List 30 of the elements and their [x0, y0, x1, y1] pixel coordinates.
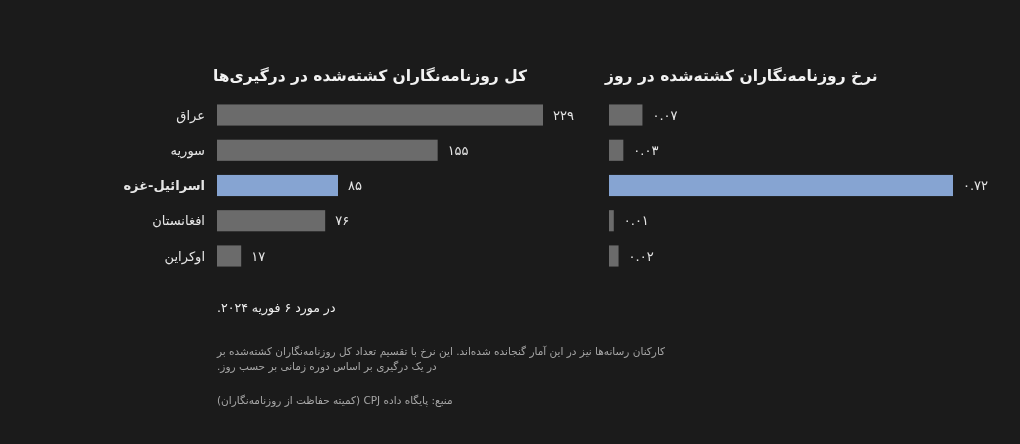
text: در مورد ۶ فوریه ۲۰۲۴. [217, 300, 336, 316]
text: کارکنان رسانه‌ها نیز در این آمار گنجانده شده‌اند. این نرخ با تقسیم تعداد کل روزنامه‌نگاران کشته‌شده بر در یک درگیری بر اساس دوره زمانی بر حسب روز. [216, 345, 666, 373]
data-label: ۷۶ [335, 213, 350, 229]
bar [217, 245, 242, 267]
bar [217, 139, 438, 161]
text: منبع: پایگاه داده CPJ (کمیته حفاظت از روزنامه‌نگاران) [217, 394, 453, 407]
bar [609, 210, 614, 232]
bar [217, 210, 326, 232]
data-label: ۰.۰۳ [633, 142, 659, 158]
y-tick-label: اوکراین [164, 248, 205, 265]
data-label: ۰.۰۷ [652, 107, 678, 123]
chart-title: کل روزنامه‌نگاران کشته‌شده در درگیری‌ها [213, 66, 529, 85]
bar [609, 139, 624, 161]
bar [609, 174, 953, 197]
y-tick-label: عراق [176, 107, 205, 124]
chart-title: نرخ روزنامه‌نگاران کشته‌شده در روز [604, 66, 878, 85]
data-label: ۰.۷۲ [963, 178, 989, 194]
data-label: ۱۵۵ [447, 142, 469, 158]
data-label: ۲۲۹ [553, 107, 574, 123]
bar [609, 245, 619, 267]
data-label: ۰.۰۱ [623, 213, 649, 229]
bar [609, 104, 643, 126]
data-label: ۰.۰۲ [628, 248, 654, 264]
y-tick-label: سوریه [170, 142, 205, 159]
y-tick-label: افغانستان [152, 213, 205, 229]
bar [217, 104, 543, 126]
data-label: ۸۵ [348, 178, 362, 194]
data-label: ۱۷ [251, 248, 266, 264]
y-tick-label: اسرائیل-غزه [123, 178, 205, 194]
bar [217, 174, 338, 197]
